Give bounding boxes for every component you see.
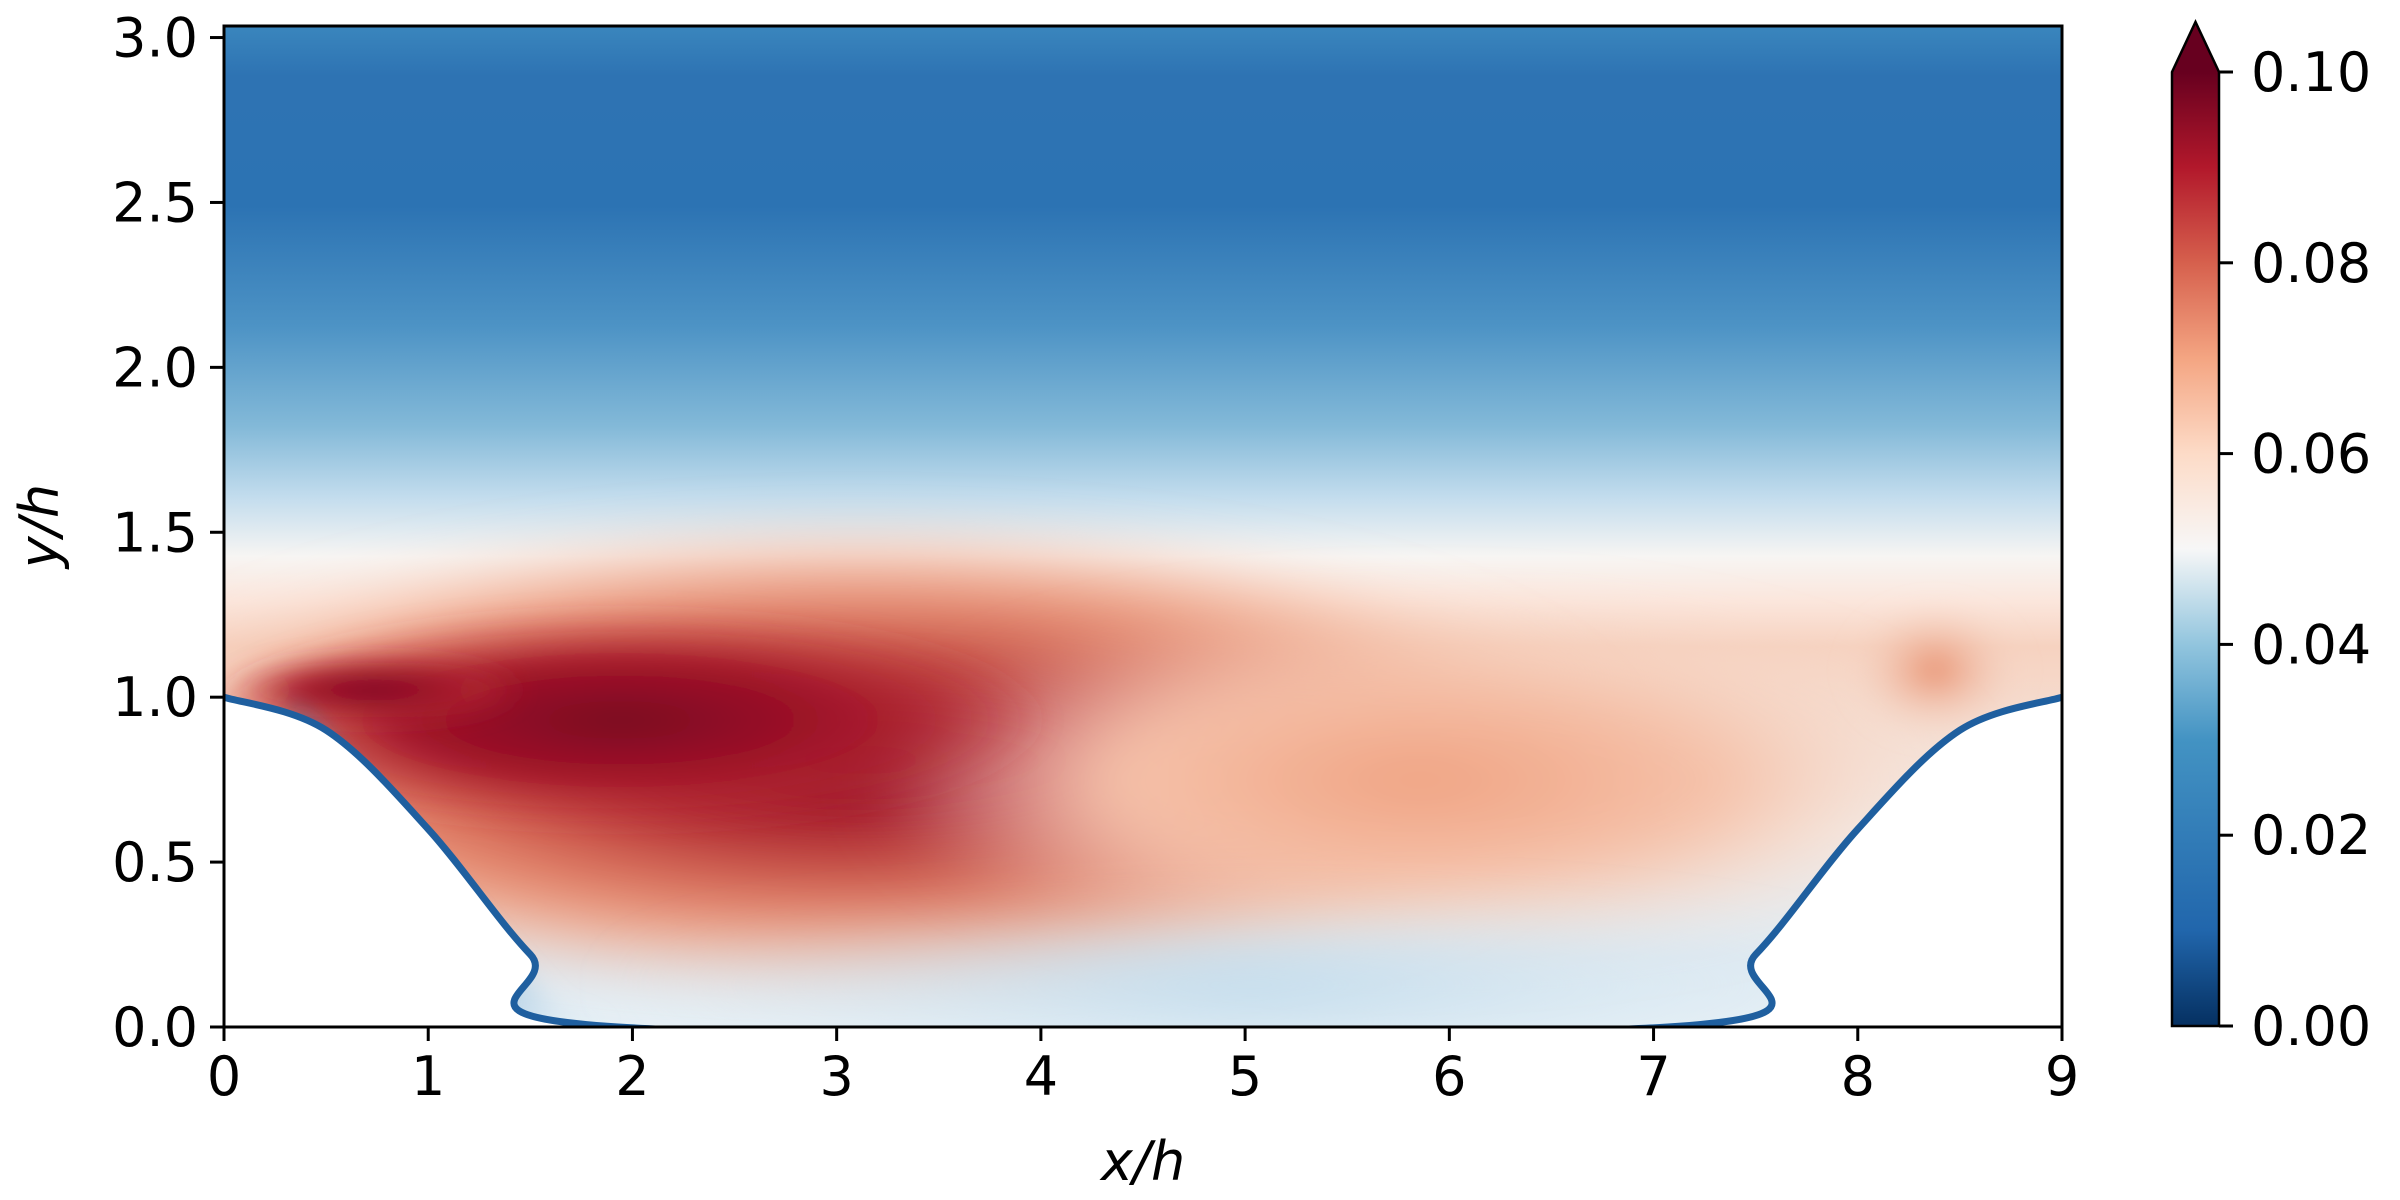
colorbar-tick-label: 0.00 (2251, 995, 2371, 1058)
x-tick-label: 3 (819, 1045, 853, 1108)
x-tick-label: 9 (2045, 1045, 2079, 1108)
y-tick-label: 1.0 (112, 666, 198, 729)
x-tick-label: 2 (615, 1045, 649, 1108)
colorbar-outline (2170, 19, 2221, 1028)
x-tick-label: 6 (1432, 1045, 1466, 1108)
downstream-salmon-region (860, 600, 1980, 960)
hill-wall-line (224, 693, 2062, 1027)
colorbar-tick-label: 0.04 (2251, 613, 2371, 676)
y-tick-label: 0.0 (112, 996, 198, 1059)
y-tick-label: 1.5 (112, 501, 198, 564)
y-tick-label: 2.0 (112, 336, 198, 399)
crest-peak (225, 656, 525, 724)
y-tick-label: 2.5 (112, 171, 198, 234)
colorbar: 0.00 0.02 0.04 0.06 0.08 0.10 (2170, 19, 2371, 1058)
x-tick-label: 1 (411, 1045, 445, 1108)
contour-field (224, 26, 2062, 1027)
plot-frame (222, 24, 2064, 1029)
colorbar-ticks: 0.00 0.02 0.04 0.06 0.08 0.10 (2219, 41, 2371, 1058)
y-ticks: 0.0 0.5 1.0 1.5 2.0 2.5 3.0 (112, 7, 224, 1059)
colorbar-tick-label: 0.08 (2251, 232, 2371, 295)
colorbar-tick-label: 0.10 (2251, 41, 2371, 104)
y-tick-label: 3.0 (112, 7, 198, 70)
x-tick-label: 8 (1841, 1045, 1875, 1108)
x-tick-label: 4 (1024, 1045, 1058, 1108)
x-ticks: 0 1 2 3 4 5 6 7 8 9 (207, 1027, 2079, 1108)
x-tick-label: 7 (1636, 1045, 1670, 1108)
colorbar-tick-label: 0.02 (2251, 804, 2371, 867)
x-tick-label: 5 (1228, 1045, 1262, 1108)
x-axis-label: x/h (1099, 1130, 1185, 1193)
colorbar-bar (2172, 72, 2219, 1026)
y-tick-label: 0.5 (112, 831, 198, 894)
hill-solid-region (224, 697, 2062, 1027)
colorbar-extend-arrow (2172, 22, 2219, 72)
y-axis-label: y/h (8, 484, 71, 570)
bottom-blue-region (600, 905, 1900, 1027)
right-hill-red-patch (1845, 600, 2025, 740)
x-tick-label: 0 (207, 1045, 241, 1108)
colorbar-tick-label: 0.06 (2251, 423, 2371, 486)
